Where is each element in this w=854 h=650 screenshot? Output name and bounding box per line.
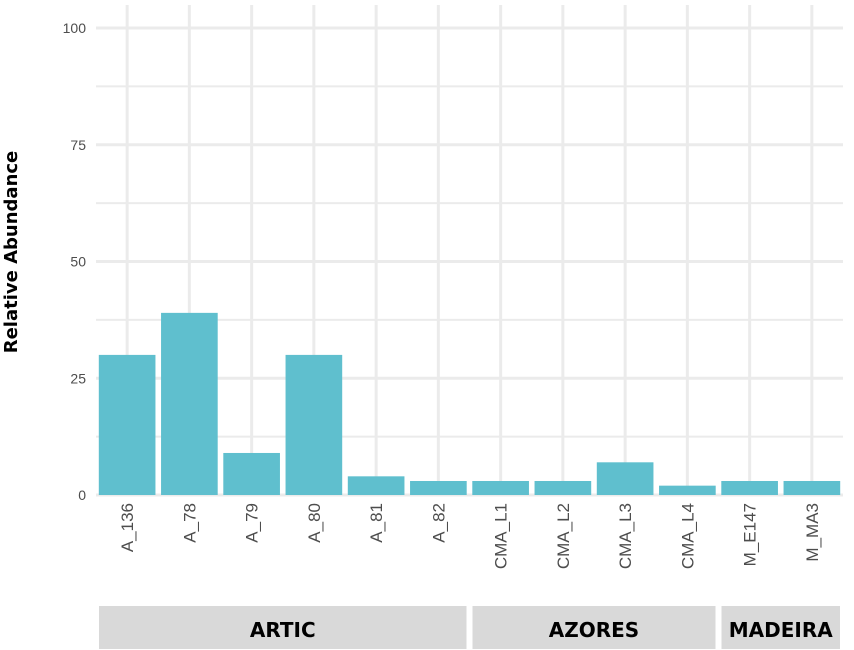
bar-a-136 [98, 354, 156, 495]
y-tick-label: 100 [63, 20, 87, 36]
x-tick-label: A_80 [305, 503, 324, 543]
group-strip-azores [472, 606, 716, 649]
x-tick-label: CMA_L3 [616, 503, 635, 569]
y-tick-label: 50 [70, 254, 86, 270]
x-tick-label: M_E147 [741, 503, 760, 566]
bar-a-79 [223, 452, 280, 495]
x-tick-label: M_MA3 [803, 503, 822, 562]
group-label: MADEIRA [729, 618, 833, 642]
bar-a-82 [410, 480, 467, 495]
x-axis-ticks: A_136 A_78 A_79 A_80 A_81 A_82 CMA_L1 CMA_L2 CMA… [118, 503, 822, 569]
y-tick-label: 0 [78, 487, 86, 503]
group-strips: ARTIC AZORES MADEIRA [99, 606, 840, 649]
bar-a-78 [161, 312, 218, 495]
group-label: ARTIC [250, 618, 316, 642]
y-axis-ticks: 0 25 50 75 100 [63, 20, 87, 503]
x-tick-label: A_81 [367, 503, 386, 543]
bar-a-80 [285, 354, 343, 495]
bar-cma-l1 [472, 480, 529, 495]
group-label: AZORES [549, 618, 639, 642]
x-tick-label: A_136 [118, 503, 137, 552]
x-tick-label: A_79 [243, 503, 262, 543]
group-strip-artic [99, 606, 467, 649]
y-tick-label: 25 [70, 370, 86, 386]
bar-cma-l3 [596, 462, 654, 495]
x-tick-label: CMA_L2 [554, 503, 573, 569]
y-axis-label: Relative Abundance [1, 151, 22, 354]
y-tick-label: 75 [70, 137, 86, 153]
bar-m-e147 [721, 480, 778, 495]
bars [98, 312, 841, 495]
x-tick-label: CMA_L4 [678, 503, 697, 569]
bar-a-81 [347, 476, 405, 495]
bar-cma-l4 [659, 485, 716, 495]
bar-cma-l2 [534, 480, 592, 495]
bar-m-ma3 [783, 480, 841, 495]
x-tick-label: A_78 [180, 503, 199, 543]
x-tick-label: A_82 [429, 503, 448, 543]
x-tick-label: CMA_L1 [492, 503, 511, 569]
group-strip-madeira [721, 606, 840, 649]
